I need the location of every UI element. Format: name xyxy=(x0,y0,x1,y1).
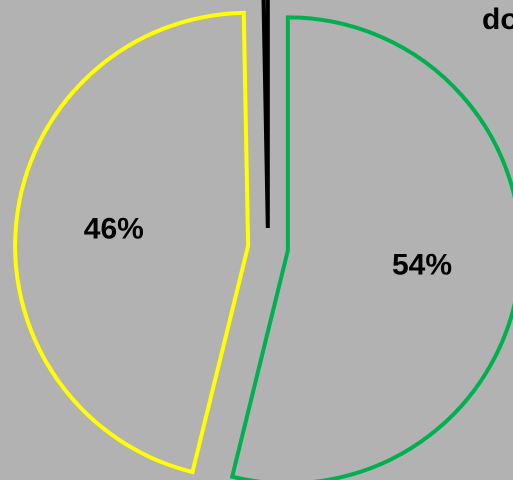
chart-title: do xyxy=(482,3,513,36)
pie-slice-1 xyxy=(13,10,251,475)
slice-label-0: 54% xyxy=(392,249,452,282)
pie-slice-2 xyxy=(261,0,270,229)
pie-slice-0 xyxy=(229,15,513,480)
slice-label-1: 46% xyxy=(84,213,144,246)
